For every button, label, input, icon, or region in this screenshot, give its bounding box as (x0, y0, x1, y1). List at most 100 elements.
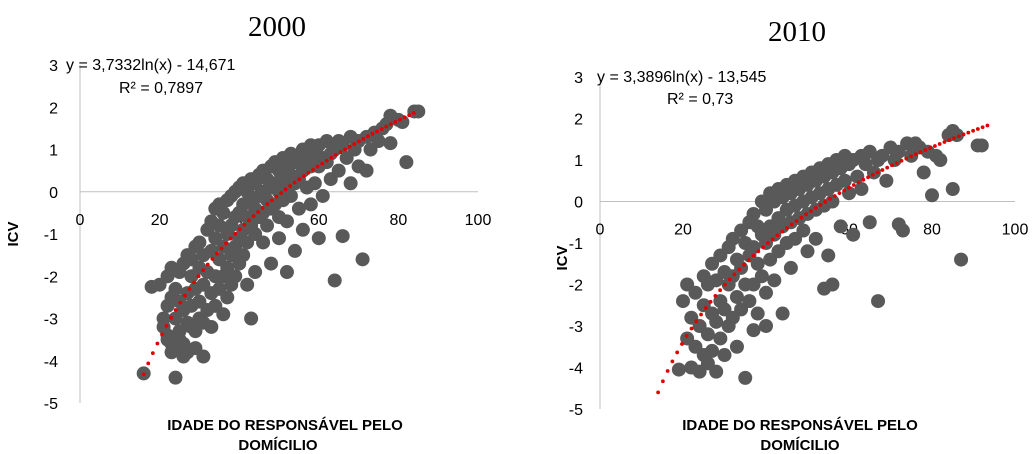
trendline-dot (338, 150, 343, 154)
trendline-dot (182, 293, 187, 298)
data-point (220, 290, 235, 305)
trendline-r-squared: R² = 0,7897 (119, 80, 203, 97)
y-axis-label: ICV (554, 245, 571, 270)
trendline-dot (297, 177, 302, 182)
data-point (216, 205, 231, 220)
data-point (713, 331, 728, 346)
trendline-dot (665, 369, 670, 373)
data-point (746, 206, 761, 221)
trendline-dot (196, 274, 201, 279)
trendline-dot (799, 215, 804, 220)
data-point (933, 153, 948, 167)
data-point (709, 364, 724, 379)
trendline-dot (306, 170, 311, 175)
trendline-equation: y = 3,7332ln(x) - 14,671 (66, 57, 236, 74)
trendline-dot (842, 188, 847, 193)
trendline-dot (169, 315, 174, 320)
trendline-dot (251, 214, 256, 219)
trendline-dot (952, 136, 956, 141)
data-point (240, 277, 255, 292)
data-point (759, 319, 773, 333)
data-point (759, 285, 773, 300)
trendline-dot (192, 280, 196, 285)
data-point (395, 115, 410, 130)
trendline-dot (761, 245, 765, 250)
y-tick-label: -1 (44, 227, 58, 244)
trendline-dot (770, 237, 775, 242)
x-axis-label-line1: IDADE DO RESPONSÁVEL PELO (167, 417, 403, 434)
trendline-dot (150, 351, 155, 356)
trendline-dot (909, 154, 913, 159)
trendline-dot (247, 218, 251, 223)
data-point (825, 194, 840, 209)
data-point (399, 155, 414, 170)
trendline-dot (164, 323, 169, 328)
y-tick-label: 0 (49, 185, 58, 202)
trendline-dot (928, 146, 933, 150)
trendline-dot (961, 132, 966, 137)
trendline-dot (260, 206, 265, 210)
data-point (303, 197, 318, 212)
trendline-dot (789, 222, 794, 227)
trendline-dot (966, 130, 971, 135)
data-point (236, 248, 251, 263)
trendline-dot (361, 136, 366, 141)
y-tick-label: -3 (44, 312, 58, 329)
trendline-dot (765, 241, 770, 246)
trendline-dot (937, 142, 942, 146)
trendline-dot (370, 131, 375, 136)
data-point (331, 163, 346, 178)
data-point (279, 265, 294, 280)
trendline-dot (160, 332, 164, 337)
trendline-dot (775, 233, 780, 238)
trendline-dot (178, 300, 183, 305)
y-tick-label: -2 (44, 269, 58, 286)
trendline-dot (656, 390, 660, 395)
data-point (192, 235, 207, 250)
trendline-dot (315, 164, 320, 169)
trendline-dot (875, 170, 880, 175)
trendline-dot (215, 251, 219, 256)
data-point (854, 182, 869, 197)
data-point (775, 306, 790, 321)
trendline (656, 123, 990, 395)
trendline-dot (737, 267, 742, 272)
x-tick-label: 80 (390, 212, 408, 229)
trendline-dot (890, 163, 894, 168)
data-point (717, 348, 732, 363)
data-point (355, 252, 370, 267)
trendline-dot (980, 125, 985, 130)
trendline-dot (751, 253, 756, 258)
x-tick-label: 60 (310, 212, 328, 229)
trendline-dot (694, 319, 699, 324)
scatter-points (136, 104, 426, 385)
data-point (850, 169, 865, 184)
trendline-dot (703, 306, 708, 310)
data-point (796, 223, 811, 238)
y-tick-label: -3 (569, 319, 583, 336)
scatter-points (671, 123, 989, 385)
trendline-dot (146, 361, 151, 366)
trendline-dot (885, 165, 890, 170)
trendline-dot (699, 312, 703, 317)
data-point (264, 256, 279, 271)
trendline-dot (233, 231, 238, 236)
trendline-dot (956, 134, 961, 139)
chart-title: 2010 (768, 16, 826, 48)
trendline-dot (224, 241, 228, 246)
trendline-dot (746, 258, 751, 263)
trendline-dot (384, 124, 389, 129)
trendline-dot (832, 194, 837, 198)
trendline-dot (933, 144, 937, 148)
data-point (866, 165, 881, 180)
trendline-dot (870, 172, 875, 177)
trendline-dot (256, 210, 261, 214)
data-point (846, 227, 861, 242)
trendline-dot (242, 222, 247, 227)
trendline-dot (228, 236, 233, 241)
data-point (272, 231, 286, 246)
data-point (411, 104, 426, 119)
trendline-dot (904, 156, 909, 161)
y-tick-label: -5 (569, 402, 583, 419)
data-point (954, 252, 969, 267)
